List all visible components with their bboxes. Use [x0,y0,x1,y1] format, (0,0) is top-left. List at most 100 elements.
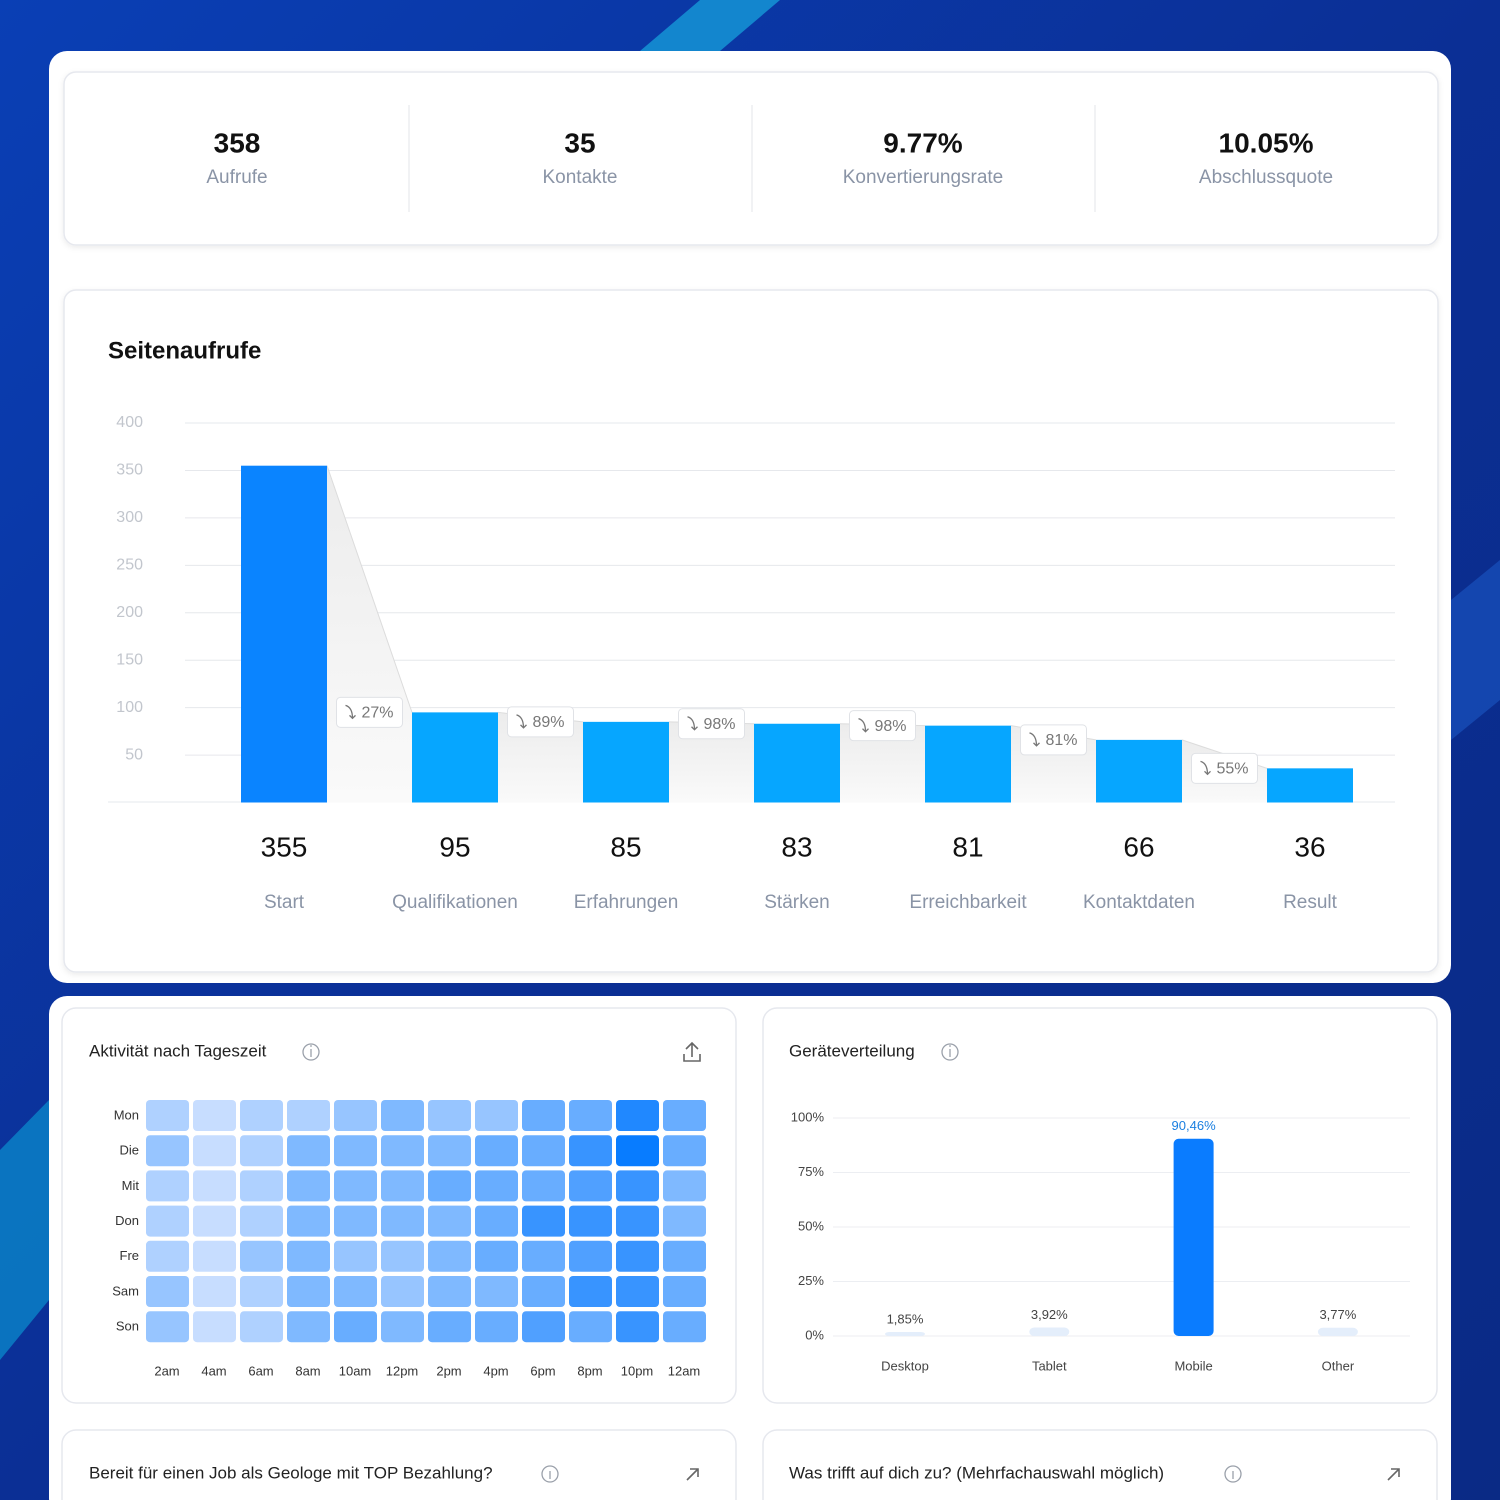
heat-cell [240,1240,283,1272]
devices-card [762,1007,1438,1404]
value-label: 66 [1123,831,1154,862]
funnel-shade [840,723,925,803]
export-icon[interactable] [683,1041,701,1062]
info-icon[interactable] [541,1465,559,1483]
heat-cell [428,1240,471,1272]
value-label: 355 [261,831,308,862]
column-label: 8am [295,1363,320,1378]
value-label: 1,85% [887,1311,924,1326]
column-label: 4am [201,1363,226,1378]
drop-rate: 98% [703,716,735,733]
y-tick-label: 150 [116,651,143,668]
y-tick-label: 300 [116,509,143,526]
card-title: Bereit für einen Job als Geologe mit TOP… [89,1463,493,1482]
column-label: 4pm [483,1363,508,1378]
stat-label: Kontakte [543,167,618,188]
heat-cell [381,1135,424,1167]
row-label: Mit [122,1178,140,1193]
bg-streak [640,0,780,51]
heat-cell [381,1240,424,1272]
drop-arrow [1029,732,1040,747]
y-tick-label: 25% [798,1273,824,1288]
heat-cell [146,1135,189,1167]
x-tick-label: Other [1322,1358,1355,1373]
drop-badge [507,706,574,738]
heat-cell [240,1170,283,1202]
drop-rate: 27% [361,705,393,722]
heat-cell [569,1311,612,1343]
heat-cell [428,1100,471,1131]
heat-cell [663,1135,706,1167]
open-icon[interactable] [686,1468,699,1481]
info-icon[interactable] [941,1043,959,1061]
heat-cell [240,1100,283,1131]
question-card[interactable] [61,1429,737,1500]
drop-arrow [1200,760,1211,776]
x-tick-label: Kontaktdaten [1083,892,1195,913]
heat-cell [569,1276,612,1307]
question-card[interactable] [762,1429,1438,1500]
column-label: 10pm [621,1363,654,1378]
y-tick-label: 200 [116,604,143,621]
x-tick-label: Stärken [764,892,829,913]
heat-cell [287,1100,330,1131]
heat-cell [240,1276,283,1307]
heat-cell [146,1205,189,1237]
heat-cell [522,1276,565,1307]
heat-cell [287,1276,330,1307]
y-tick-label: 50% [798,1218,824,1233]
bar [885,1331,925,1336]
heat-cell [428,1170,471,1202]
bar [1029,1327,1070,1336]
heat-cell [334,1311,377,1343]
row-label: Die [119,1143,139,1158]
drop-arrow [345,704,356,720]
stat-value: 10.05% [1219,127,1314,158]
heat-cell [428,1205,471,1237]
column-label: 12am [668,1363,701,1378]
bar [1267,768,1353,803]
heat-cell [146,1276,189,1307]
open-icon[interactable] [1387,1468,1400,1481]
x-tick-label: Result [1283,892,1338,913]
bar [412,712,498,803]
value-label: 83 [781,831,812,862]
info-icon[interactable] [1224,1465,1242,1483]
heat-cell [193,1205,236,1237]
x-tick-label: Qualifikationen [392,892,518,913]
heat-cell [287,1170,330,1202]
heat-cell [475,1240,518,1272]
y-tick-label: 250 [116,557,143,574]
heat-cell [193,1100,236,1131]
y-tick-label: 350 [116,462,143,479]
stat-value: 35 [564,127,595,158]
stat-value: 9.77% [883,127,962,158]
heat-cell [616,1170,659,1202]
heat-cell [193,1311,236,1343]
heat-cell [475,1311,518,1343]
heat-cell [663,1100,706,1131]
stat-value: 358 [214,127,261,158]
heat-cell [522,1205,565,1237]
info-icon[interactable] [302,1043,320,1061]
heat-cell [663,1205,706,1237]
y-tick-label: 100 [116,699,143,716]
heat-cell [240,1205,283,1237]
heat-cell [193,1170,236,1202]
value-label: 81 [952,831,983,862]
heat-cell [663,1311,706,1343]
heat-cell [287,1135,330,1167]
row-label: Mon [114,1107,139,1122]
value-label: 85 [610,831,641,862]
drop-badge [849,710,916,742]
bar [925,725,1011,803]
x-tick-label: Tablet [1032,1358,1067,1373]
heat-cell [193,1240,236,1272]
column-label: 6pm [530,1363,555,1378]
column-label: 2am [154,1363,179,1378]
stat-label: Aufrufe [206,167,267,188]
heat-cell [240,1311,283,1343]
heat-cell [475,1170,518,1202]
y-tick-label: 50 [125,746,143,763]
